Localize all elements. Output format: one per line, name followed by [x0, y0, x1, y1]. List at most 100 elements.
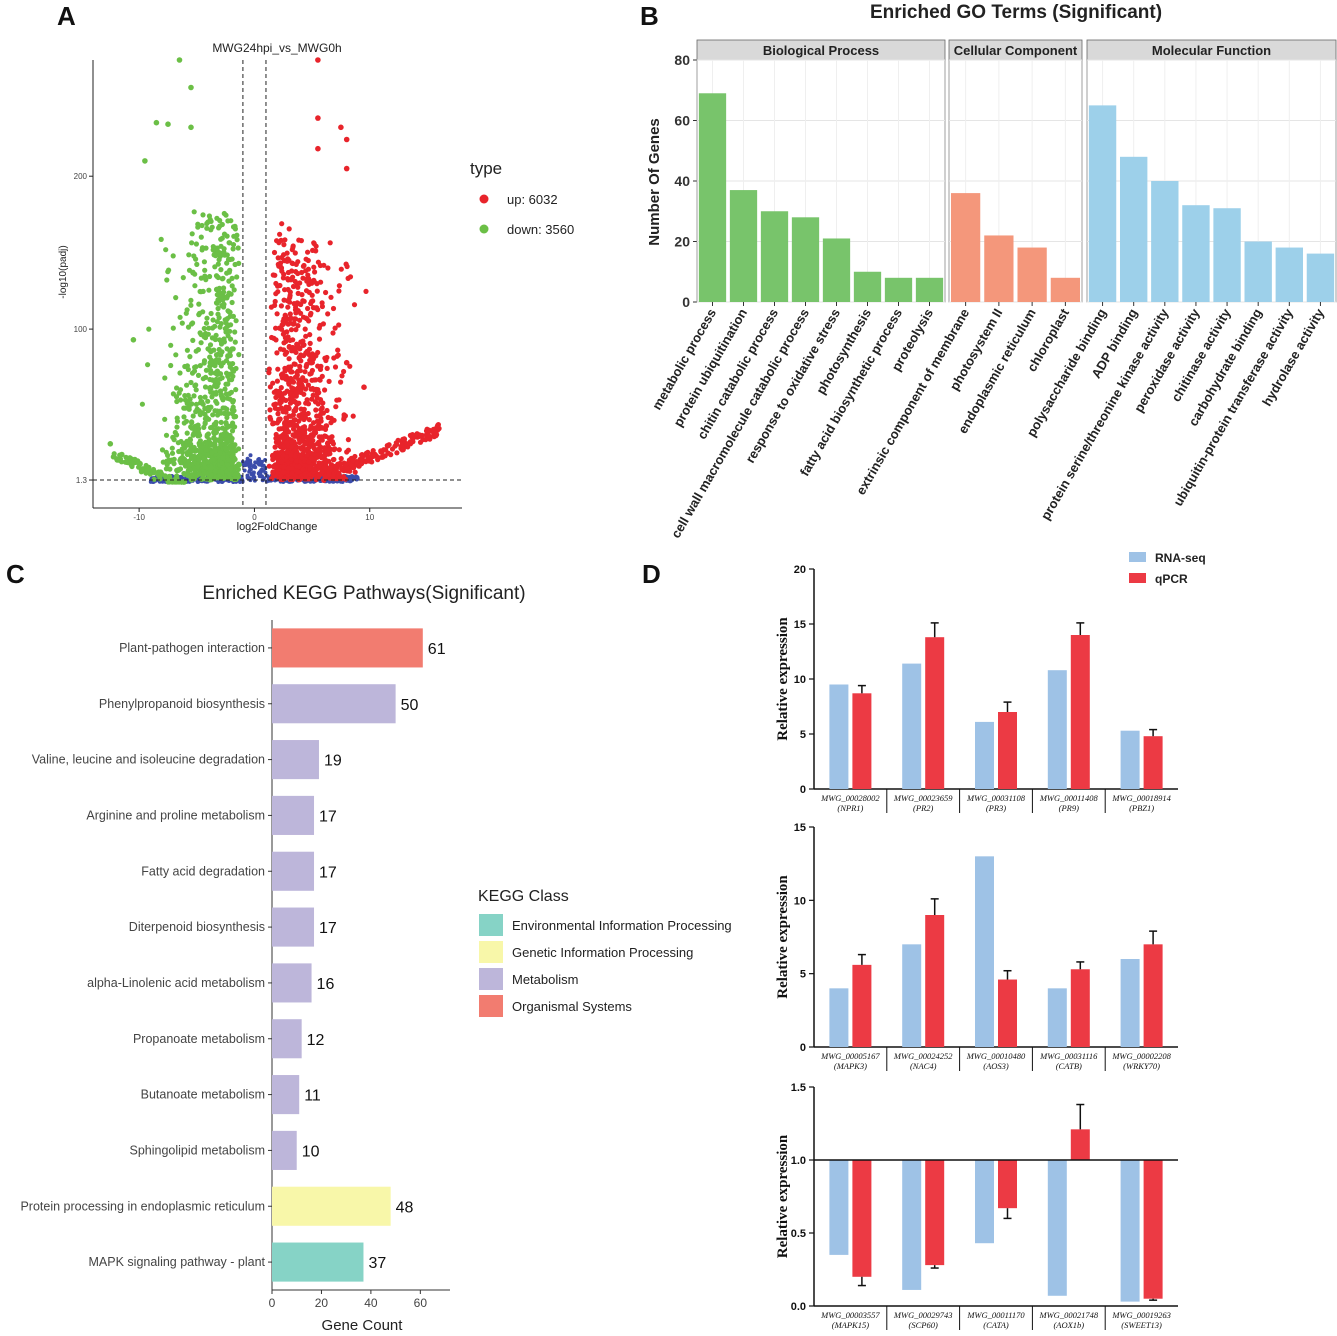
qpcr-gene-id: MWG_00031108 [966, 793, 1026, 803]
up-point [280, 476, 286, 483]
up-point [336, 397, 342, 403]
down-point [189, 231, 195, 237]
up-point [326, 471, 332, 477]
up-point [336, 461, 343, 468]
up-point [363, 450, 369, 456]
down-point [128, 462, 134, 468]
down-point [187, 447, 193, 454]
up-point [292, 278, 298, 285]
up-point [324, 407, 330, 414]
down-point [196, 430, 202, 436]
up-point [308, 360, 314, 366]
up-point [277, 282, 283, 289]
go-y-tick-label: 80 [674, 52, 690, 68]
down-point [132, 456, 138, 462]
down-point [197, 363, 203, 369]
down-point [214, 286, 220, 292]
up-point [288, 444, 295, 450]
up-point [328, 420, 334, 426]
down-point [226, 457, 232, 463]
down-point [193, 348, 199, 354]
down-point [219, 469, 225, 475]
qpcr-gene-name: (AOS3) [983, 1061, 1009, 1071]
up-point [323, 289, 329, 296]
down-point [202, 273, 208, 279]
go-y-tick-label: 0 [682, 294, 690, 310]
up-point [303, 350, 309, 356]
up-point [313, 377, 319, 383]
down-point [182, 363, 188, 370]
up-point [306, 417, 312, 423]
down-point [196, 301, 202, 307]
down-point [208, 310, 214, 317]
down-point [212, 408, 218, 414]
up-point [322, 452, 328, 458]
up-point [282, 420, 288, 426]
kegg-value-label: 61 [428, 641, 446, 658]
down-point [221, 250, 227, 256]
up-point [312, 269, 318, 275]
down-point [202, 394, 208, 400]
up-point [433, 433, 439, 439]
up-point [326, 447, 332, 453]
down-point [213, 352, 220, 358]
up-point [287, 311, 293, 317]
up-point [316, 336, 323, 342]
kegg-bar [272, 907, 315, 947]
down-point [184, 382, 190, 388]
up-point [295, 270, 301, 277]
up-point [332, 325, 338, 331]
up-point [303, 333, 309, 339]
up-point [313, 248, 319, 254]
up-point [297, 280, 303, 286]
ns-point [242, 461, 247, 466]
up-point [286, 356, 292, 362]
up-point [308, 440, 314, 446]
panel-letter-b: B [640, 1, 659, 31]
up-point [275, 440, 281, 446]
up-point [287, 289, 293, 295]
up-point [322, 355, 328, 361]
down-point [225, 381, 231, 387]
down-point [217, 324, 223, 330]
rnaseq-bar [1047, 988, 1067, 1047]
down-outlier-point [153, 119, 160, 126]
down-point [194, 261, 200, 267]
ns-point [349, 478, 354, 483]
up-point [336, 283, 342, 289]
down-point [220, 425, 226, 431]
down-point [231, 287, 237, 293]
kegg-x-tick-label: 20 [315, 1296, 329, 1310]
up-point [296, 345, 302, 351]
up-point [270, 456, 276, 463]
ns-point [248, 461, 253, 466]
qpcr-bar [852, 964, 872, 1047]
volcano-x-tick-label: -10 [133, 513, 145, 522]
go-ylabel: Number Of Genes [646, 118, 663, 246]
up-point [270, 452, 276, 458]
down-outlier-point [107, 441, 114, 447]
qpcr-bar [1070, 1129, 1090, 1160]
up-point [389, 446, 396, 452]
kegg-value-label: 19 [324, 753, 342, 770]
up-point [278, 303, 284, 309]
kegg-value-label: 48 [396, 1199, 414, 1216]
down-point [177, 457, 183, 464]
down-point [189, 370, 196, 376]
up-point [339, 373, 345, 379]
down-point [211, 435, 217, 441]
down-point [225, 373, 231, 379]
up-point [315, 307, 321, 313]
rnaseq-bar [1120, 959, 1140, 1047]
ns-point [327, 479, 332, 484]
down-point [186, 404, 192, 410]
qpcr-y-tick-label: 0.5 [791, 1228, 806, 1240]
down-point [202, 384, 209, 390]
down-point [236, 352, 242, 358]
volcano-points [107, 57, 442, 485]
down-point [203, 367, 209, 373]
up-point [343, 462, 349, 468]
up-point [281, 271, 287, 277]
up-point [289, 465, 295, 472]
qpcr-ylabel: Relative expression [775, 875, 791, 999]
